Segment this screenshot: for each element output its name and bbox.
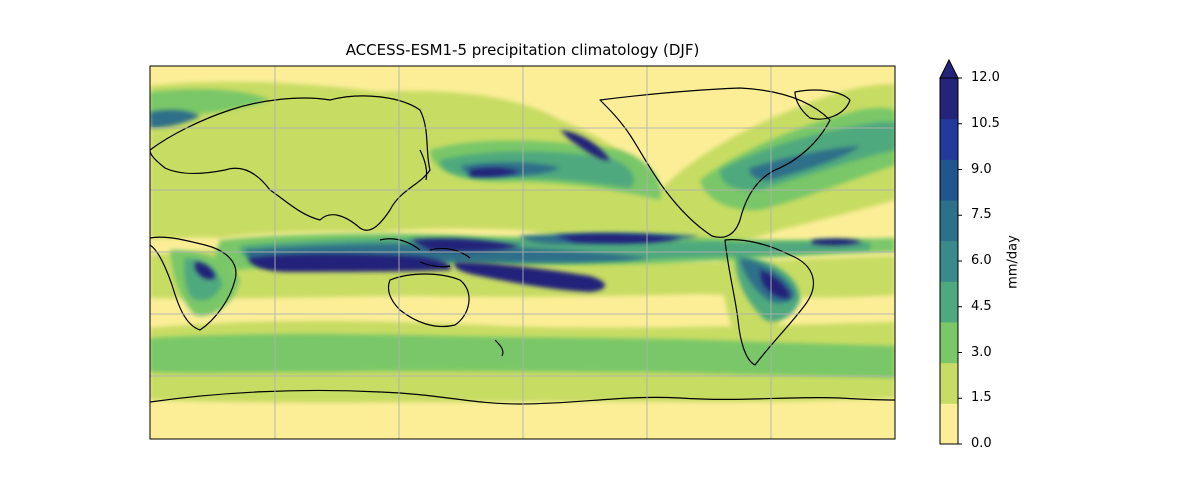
colorbar-tick-label: 0.0	[971, 436, 992, 451]
colorbar-tick-label: 7.5	[971, 207, 992, 223]
coast-maritime-continent	[379, 238, 471, 268]
colorbar-band	[940, 159, 958, 201]
colorbar-tick-label: 4.5	[971, 298, 992, 314]
coast-japan	[419, 149, 428, 181]
coastlines	[150, 87, 895, 405]
colorbar-band	[940, 240, 958, 282]
colorbar-band	[940, 362, 958, 404]
map-title: ACCESS-ESM1-5 precipitation climatology …	[345, 41, 700, 59]
colorbar-ticks	[958, 77, 962, 445]
colorbar-label: mm/day	[1005, 235, 1021, 289]
coast-africa	[150, 236, 237, 331]
colorbar-band	[940, 281, 958, 323]
map-frame	[149, 65, 896, 440]
colorbar-tick-label: 6.0	[971, 253, 992, 268]
coast-australia	[387, 273, 470, 328]
colorbar-tick-label: 10.5	[971, 115, 1000, 131]
coast-eurasia	[150, 95, 431, 231]
precip-field-12.0	[195, 130, 862, 299]
coast-greenland	[794, 89, 851, 120]
colorbar-tick-label: 12.0	[971, 70, 1000, 85]
colorbar-band	[940, 322, 958, 364]
colorbar-tick-label: 9.0	[971, 161, 992, 177]
colorbar-tick-label: 1.5	[971, 390, 992, 406]
gridlines	[150, 66, 895, 439]
colorbar-band	[940, 403, 958, 445]
coast-north-america	[599, 87, 831, 238]
colorbar-band	[940, 78, 958, 120]
colorbar-band	[940, 118, 958, 160]
colorbar-extend-arrow	[939, 58, 959, 79]
coast-new-zealand	[494, 339, 504, 357]
colorbar-tick-label: 3.0	[971, 344, 992, 360]
colorbar-band	[940, 200, 958, 242]
colorbar-bands	[940, 78, 958, 445]
coast-antarctica	[150, 389, 895, 405]
